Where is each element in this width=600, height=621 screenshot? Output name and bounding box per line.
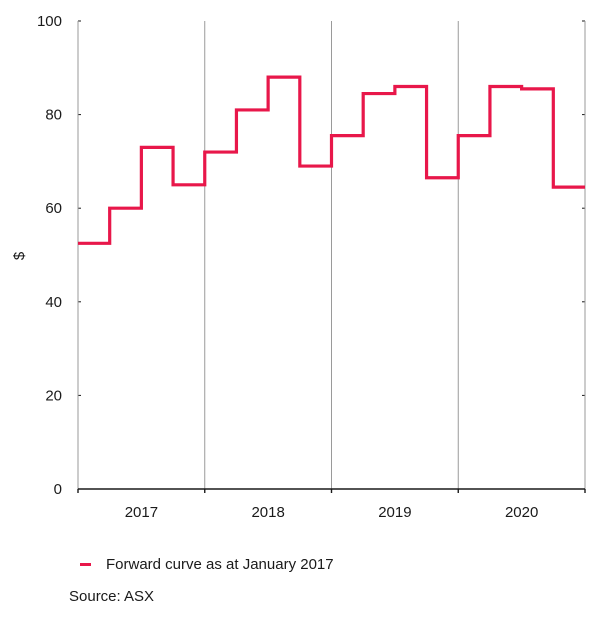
forward-curve-line [78,75,585,245]
legend-label: Forward curve as at January 2017 [106,556,334,573]
x-tick-label: 2020 [505,504,538,521]
legend-swatch-icon [80,563,91,566]
year-separators [77,21,586,489]
x-axis [77,488,586,493]
y-tick-label: 20 [45,387,62,404]
source-note: Source: ASX [69,588,155,605]
y-tick-label: 80 [45,107,62,124]
x-tick-label: 2018 [251,504,284,521]
y-tick-label: 0 [54,481,62,498]
legend: Forward curve as at January 2017 [80,556,334,573]
x-tick-label: 2017 [125,504,158,521]
y-tick-label: 100 [37,13,62,30]
x-axis-labels: 2017 2018 2019 2020 [125,504,539,521]
y-axis: 0 20 40 60 80 100 [37,13,585,498]
y-tick-label: 60 [45,200,62,217]
y-tick-label: 40 [45,294,62,311]
y-axis-label: $ [11,251,28,260]
x-tick-label: 2019 [378,504,411,521]
